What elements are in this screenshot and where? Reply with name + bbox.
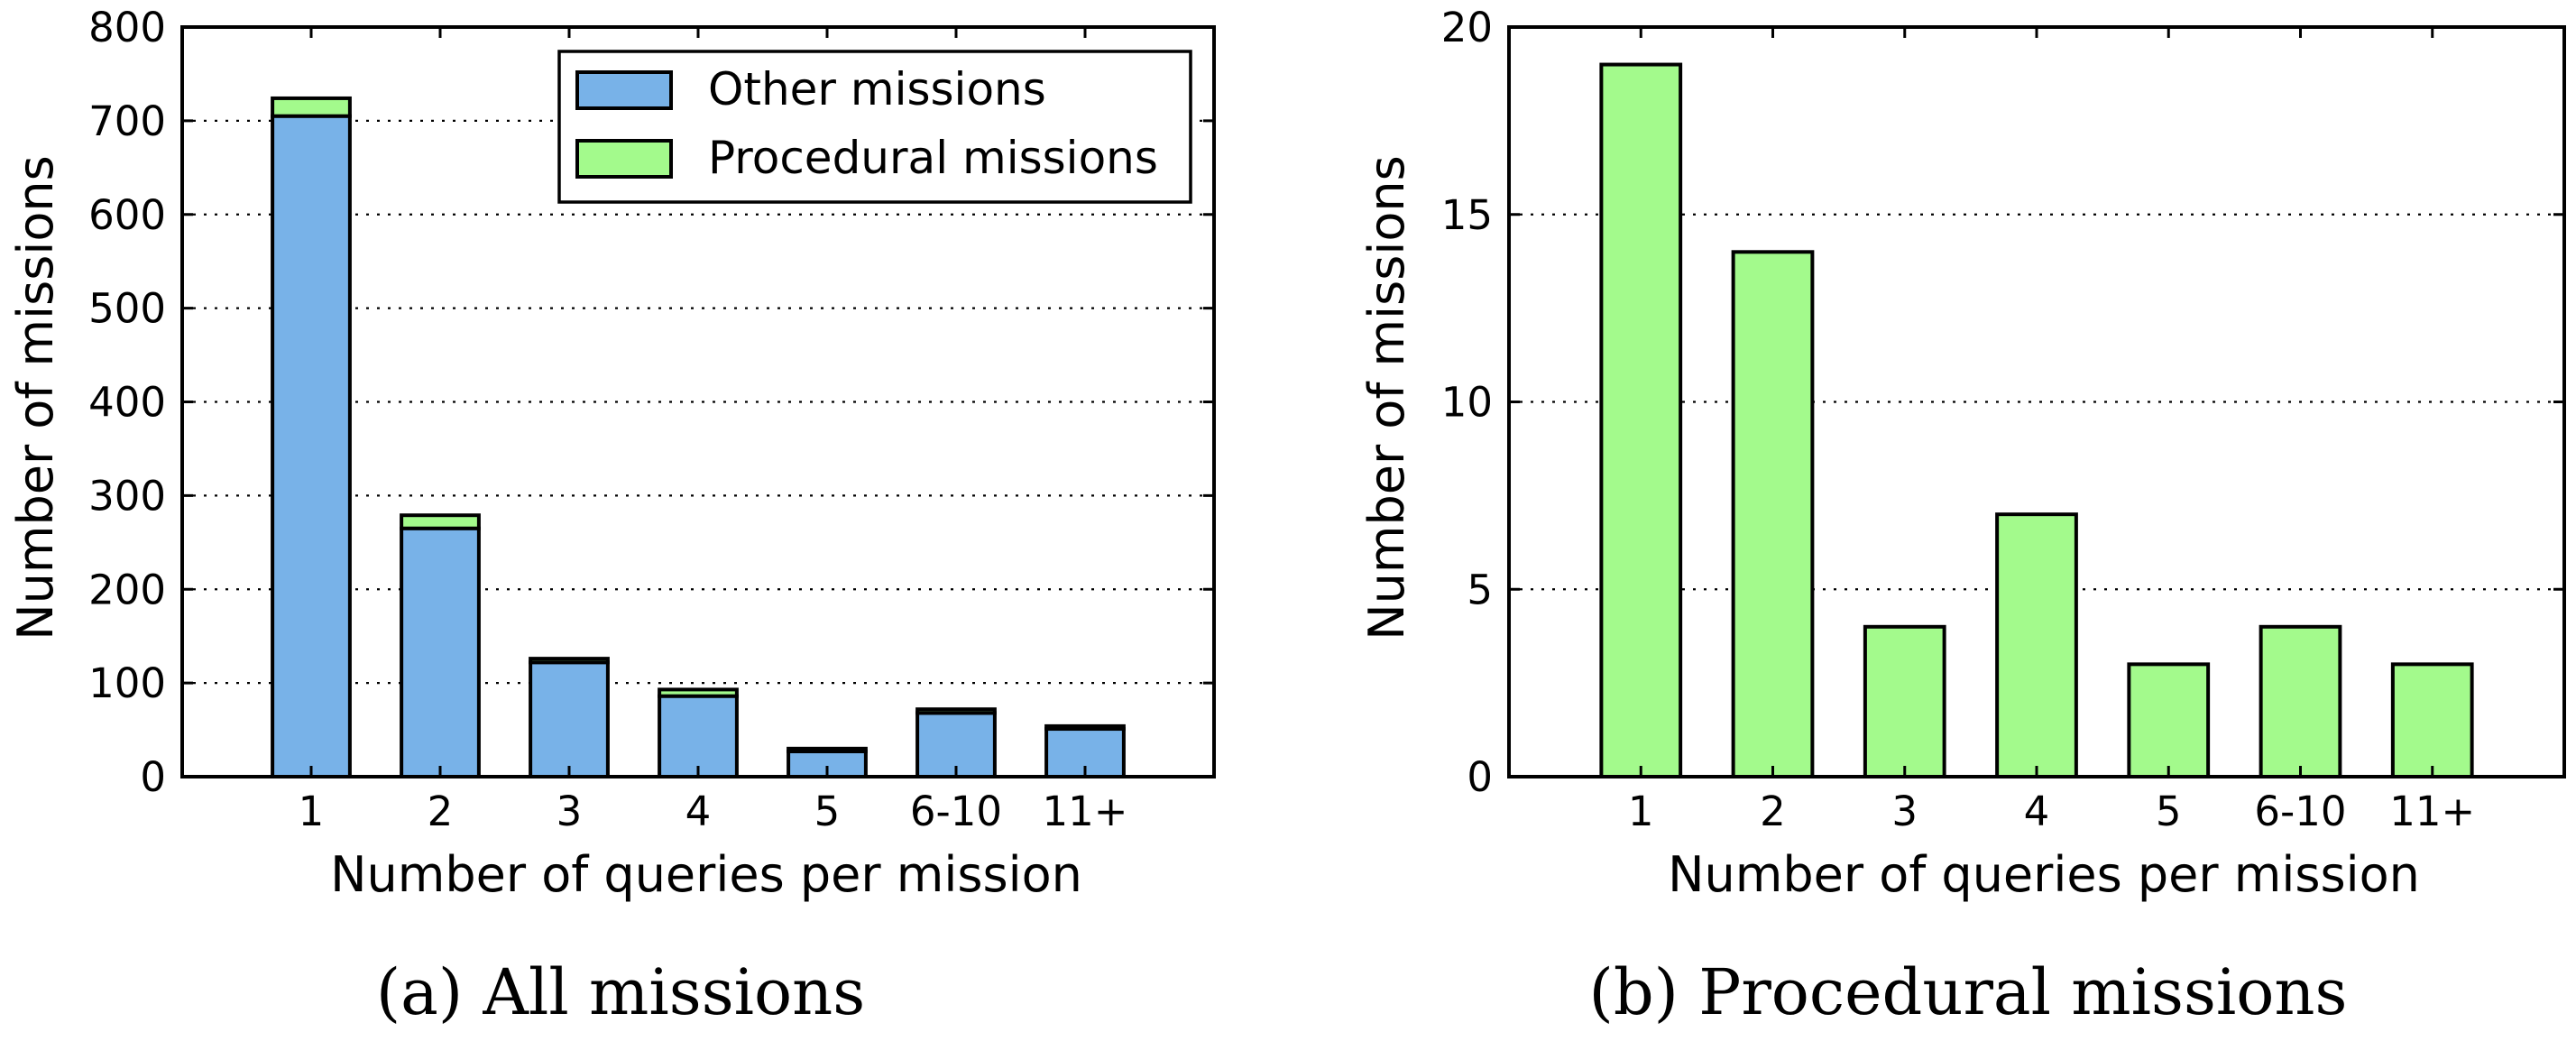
bar-other-missions-1 xyxy=(271,114,352,778)
x-tick-label: 2 xyxy=(428,788,454,835)
bar-procedural-missions-4 xyxy=(658,687,739,698)
bar-procedural-missions-11+ xyxy=(1044,723,1126,732)
y-tick-label: 20 xyxy=(1441,4,1493,51)
y-tick-label: 0 xyxy=(1467,753,1493,801)
panel-a-caption: (a) All missions xyxy=(376,955,865,1029)
legend-label-procedural-missions: Procedural missions xyxy=(708,132,1158,184)
bar-procedural-missions-1 xyxy=(271,96,352,118)
bar-procedural-missions-3 xyxy=(529,657,610,665)
x-tick-label: 1 xyxy=(1628,788,1654,835)
bar-procedural-missions-1 xyxy=(1599,62,1683,779)
panel-a-ylabel: Number of missions xyxy=(7,155,64,640)
y-tick-label: 500 xyxy=(88,285,166,333)
bar-procedural-missions-6-10 xyxy=(915,707,997,715)
x-tick-label: 3 xyxy=(557,788,583,835)
bar-procedural-missions-2 xyxy=(1731,250,1815,778)
bar-other-missions-2 xyxy=(400,526,481,778)
bar-procedural-missions-5 xyxy=(787,746,868,753)
y-tick-label: 200 xyxy=(88,566,166,613)
x-tick-label: 2 xyxy=(1760,788,1786,835)
panel-a-chart: 1 2 3 4 5 6-10 11+ 0 100 200 300 400 500 600 700 800 xyxy=(88,4,1216,835)
x-tick-label: 5 xyxy=(814,788,841,835)
y-tick-label: 600 xyxy=(88,191,166,239)
bar-procedural-missions-5 xyxy=(2127,662,2211,778)
legend-label-other-missions: Other missions xyxy=(708,63,1046,115)
panel-a-xlabel: Number of queries per mission xyxy=(330,846,1082,903)
y-tick-label: 300 xyxy=(88,472,166,520)
y-tick-label: 5 xyxy=(1467,566,1493,613)
x-tick-label: 4 xyxy=(685,788,712,835)
y-tick-label: 0 xyxy=(140,753,166,801)
bar-other-missions-3 xyxy=(529,660,610,779)
legend-swatch-other-missions xyxy=(575,70,673,110)
bar-other-missions-4 xyxy=(658,694,739,778)
x-tick-label: 11+ xyxy=(1043,788,1128,835)
x-tick-label: 6-10 xyxy=(910,788,1002,835)
panel-b-caption: (b) Procedural missions xyxy=(1589,955,2348,1029)
legend-swatch-procedural-missions xyxy=(575,139,673,179)
x-tick-label: 11+ xyxy=(2389,788,2475,835)
x-tick-label: 6-10 xyxy=(2254,788,2346,835)
plot-frame xyxy=(180,25,1216,778)
plot-frame xyxy=(1507,25,2566,778)
legend: Other missions Procedural missions xyxy=(557,50,1192,204)
bar-procedural-missions-2 xyxy=(400,513,481,530)
x-tick-label: 3 xyxy=(1891,788,1918,835)
panel-b-chart: 1 2 3 4 5 6-10 11+ 0 5 10 15 20 xyxy=(1441,4,2566,835)
x-tick-label: 1 xyxy=(299,788,325,835)
y-tick-label: 10 xyxy=(1441,379,1493,427)
y-tick-label: 700 xyxy=(88,97,166,145)
bar-procedural-missions-3 xyxy=(1863,624,1946,778)
y-tick-label: 100 xyxy=(88,659,166,707)
panel-b-ylabel: Number of missions xyxy=(1358,155,1415,640)
y-tick-label: 400 xyxy=(88,379,166,427)
bar-procedural-missions-4 xyxy=(1995,512,2078,779)
y-tick-label: 15 xyxy=(1441,191,1493,239)
bar-procedural-missions-11+ xyxy=(2390,662,2474,778)
x-tick-label: 5 xyxy=(2156,788,2182,835)
bar-procedural-missions-6-10 xyxy=(2259,624,2342,778)
y-tick-label: 800 xyxy=(88,4,166,51)
panel-b-xlabel: Number of queries per mission xyxy=(1668,846,2420,903)
x-tick-label: 4 xyxy=(2024,788,2050,835)
